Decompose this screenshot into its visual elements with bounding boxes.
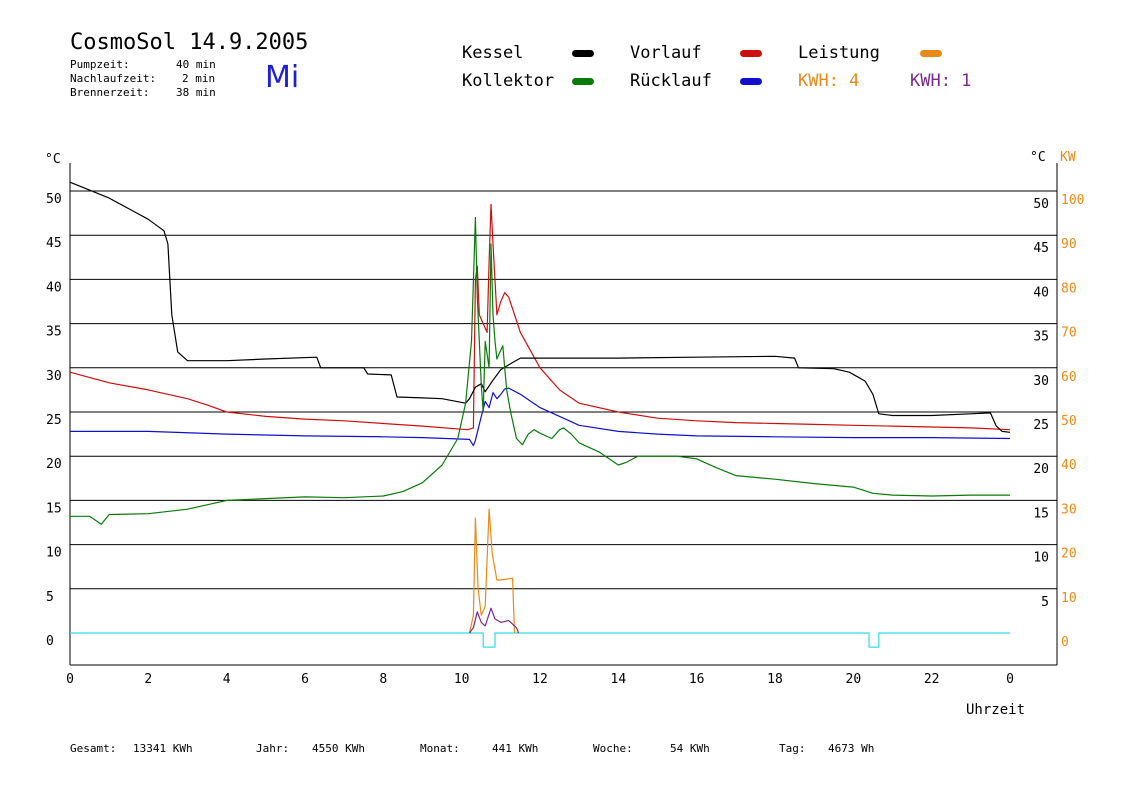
y-tick-left: 50 — [46, 192, 62, 207]
x-tick-label: 18 — [767, 672, 783, 687]
chart-ticks: 0510152025303540455051015202530354045500… — [46, 192, 1084, 687]
pumpzeit-label: Pumpzeit: — [70, 58, 130, 71]
series-line-vorlauf — [69, 203, 1011, 431]
series-line-pump — [70, 632, 1010, 648]
pumpzeit-value: 40 min — [176, 58, 216, 71]
legend-kessel: Kessel — [462, 43, 524, 63]
brennerzeit-label: Brennerzeit: — [70, 86, 150, 99]
y-axis-label-left: °C — [45, 152, 61, 167]
legend-leistung-swatch — [920, 50, 942, 57]
y-tick-kw: 60 — [1061, 370, 1077, 385]
y-tick-left: 5 — [46, 590, 54, 605]
y-tick-kw: 10 — [1061, 591, 1077, 606]
series-line-kollektor — [70, 216, 1010, 525]
y-tick-right: 5 — [1041, 595, 1049, 610]
nachlaufzeit-value: 2 min — [182, 72, 216, 85]
y-tick-kw: 40 — [1061, 458, 1077, 473]
footer-woche-value: 54 KWh — [670, 742, 710, 755]
series-line-kwh_b — [469, 607, 520, 634]
y-tick-kw: 20 — [1061, 547, 1077, 562]
y-tick-right: 10 — [1033, 551, 1049, 566]
y-tick-right: 25 — [1033, 418, 1049, 433]
y-tick-left: 25 — [46, 413, 62, 428]
y-axis-label-right: °C — [1030, 150, 1046, 165]
footer-woche-label: Woche: — [593, 742, 633, 755]
y-tick-left: 0 — [46, 634, 54, 649]
x-tick-label: 22 — [924, 672, 940, 687]
x-tick-label: 0 — [1006, 672, 1014, 687]
footer-jahr-value: 4550 KWh — [312, 742, 365, 755]
series-line-kessel — [69, 181, 1011, 433]
footer-monat-value: 441 KWh — [492, 742, 539, 755]
x-tick-label: 16 — [689, 672, 705, 687]
x-tick-label: 4 — [223, 672, 231, 687]
y-tick-right: 50 — [1033, 197, 1049, 212]
y-tick-right: 40 — [1033, 285, 1049, 300]
footer-gesamt-value: 13341 KWh — [133, 742, 193, 755]
legend-ruecklauf-swatch — [740, 78, 762, 85]
y-tick-right: 35 — [1033, 330, 1049, 345]
nachlaufzeit-label: Nachlaufzeit: — [70, 72, 157, 85]
x-tick-label: 6 — [301, 672, 309, 687]
x-tick-label: 10 — [454, 672, 470, 687]
y-tick-left: 20 — [46, 457, 62, 472]
weekday-label: Mi — [265, 60, 300, 95]
y-tick-left: 35 — [46, 325, 62, 340]
y-tick-kw: 30 — [1061, 502, 1077, 517]
x-tick-label: 0 — [66, 672, 74, 687]
chart-series — [69, 181, 1011, 648]
legend-kollektor: Kollektor — [462, 71, 555, 91]
legend-ruecklauf: Rücklauf — [630, 71, 712, 91]
legend-leistung: Leistung — [798, 43, 880, 63]
y-tick-left: 40 — [46, 280, 62, 295]
legend-kessel-swatch — [572, 50, 594, 57]
legend-kwh-b: KWH: 1 — [910, 71, 972, 91]
legend-vorlauf-swatch — [740, 50, 762, 57]
x-tick-label: 12 — [532, 672, 548, 687]
series-line-ruecklauf — [70, 387, 1011, 447]
footer-gesamt-label: Gesamt: — [70, 742, 117, 755]
legend-vorlauf: Vorlauf — [630, 43, 702, 63]
y-tick-kw: 80 — [1061, 281, 1077, 296]
y-tick-right: 30 — [1033, 374, 1049, 389]
chart-grid — [69, 163, 1058, 666]
y-tick-left: 45 — [46, 236, 62, 251]
legend-kwh-a: KWH: 4 — [798, 71, 860, 91]
y-tick-left: 30 — [46, 369, 62, 384]
brennerzeit-value: 38 min — [176, 86, 216, 99]
y-tick-kw: 70 — [1061, 326, 1077, 341]
page-title: CosmoSol 14.9.2005 — [70, 30, 309, 55]
y-tick-right: 15 — [1033, 506, 1049, 521]
y-tick-left: 15 — [46, 501, 62, 516]
footer-monat-label: Monat: — [420, 742, 460, 755]
footer-jahr-label: Jahr: — [256, 742, 290, 755]
y-tick-right: 45 — [1033, 241, 1049, 256]
y-tick-kw: 100 — [1061, 193, 1084, 208]
series-line-leistung — [468, 508, 516, 634]
y-tick-kw: 50 — [1061, 414, 1077, 429]
x-tick-label: 2 — [144, 672, 152, 687]
y-tick-kw: 90 — [1061, 237, 1077, 252]
y-tick-left: 10 — [46, 546, 62, 561]
y-axis-label-kw: KW — [1060, 150, 1076, 165]
y-tick-kw: 0 — [1061, 635, 1069, 650]
x-tick-label: 8 — [379, 672, 387, 687]
x-tick-label: 14 — [611, 672, 627, 687]
y-tick-right: 20 — [1033, 462, 1049, 477]
footer-tag-label: Tag: — [779, 742, 806, 755]
x-tick-label: 20 — [846, 672, 862, 687]
legend-kollektor-swatch — [572, 78, 594, 85]
x-axis-label: Uhrzeit — [966, 702, 1025, 718]
footer-tag-value: 4673 Wh — [828, 742, 875, 755]
